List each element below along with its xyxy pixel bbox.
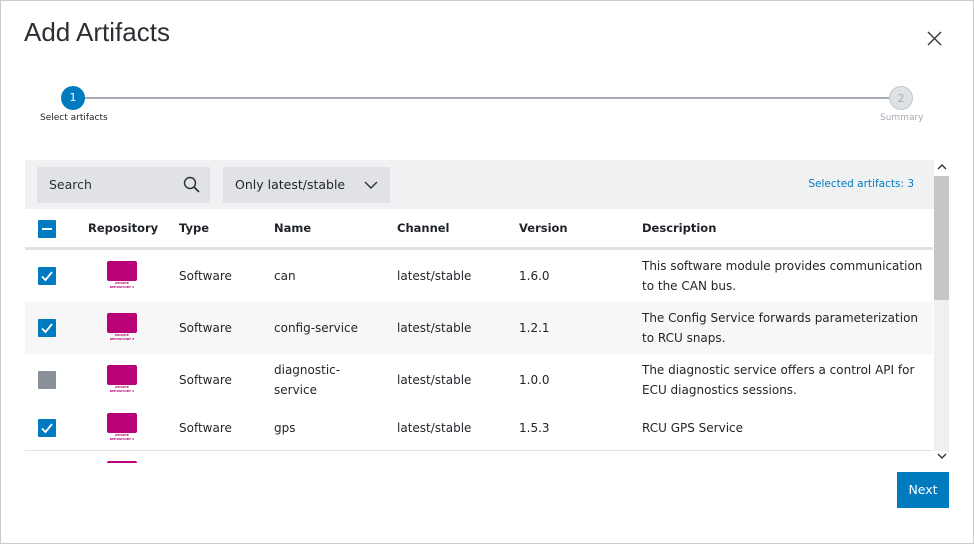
step-label: Select artifacts [40,113,108,123]
dropdown-arrow [364,181,378,189]
row-checkbox[interactable] [38,371,56,389]
cell-type: Software [179,302,269,354]
table-row[interactable]: PRIVATE REPOSITORY 2 Software config-servi… [25,302,933,355]
version-text: 1.6.0 [519,269,550,283]
cell-channel: latest/stable [397,302,507,354]
scrollbar[interactable] [934,160,949,463]
cell-description: This software module provides communicat… [642,250,927,302]
column-header[interactable]: Name [274,221,312,235]
search-icon [183,176,200,193]
description-text: The Config Service forwards parameteriza… [642,311,919,345]
version-text: 1.2.1 [519,321,550,335]
cell-version: 1.0.0 [519,354,629,406]
table-row[interactable]: PRIVATE REPOSITORY 2 Software can latest/st… [25,250,933,303]
column-header[interactable]: Type [179,221,210,235]
cell-version: 1.2.1 [519,302,629,354]
repository-label: PRIVATE REPOSITORY 2 [109,433,135,441]
channel-text: latest/stable [397,421,472,435]
cell-channel: latest/stable [397,406,507,450]
cell-version: 1.5.3 [519,406,629,450]
column-header[interactable]: Repository [88,221,159,235]
type-text: Software [179,373,232,387]
cell-channel: latest/stable [397,354,507,406]
type-text: Software [179,321,232,335]
cell-description: The diagnostic service offers a control … [642,354,927,406]
repository-icon [107,365,137,385]
header-divider [25,247,933,250]
cell-name: gps [274,406,374,450]
repository-icon [107,461,137,463]
cell-description: The Config Service forwards parameteriza… [642,302,927,354]
repository-label: PRIVATE REPOSITORY 2 [109,281,135,289]
toolbar: Search Only latest/stable Selected artif… [25,160,949,209]
row-checkbox[interactable] [38,267,56,285]
filter-dropdown[interactable]: Only latest/stable [223,167,390,203]
artifact-table: Search Only latest/stable Selected artif… [25,160,949,463]
repository-label: PRIVATE REPOSITORY 2 [109,385,135,393]
search-placeholder: Search [49,177,92,192]
name-text: gps [274,421,296,435]
description-text: This software module provides communicat… [642,259,923,293]
step-number: 2 [889,86,913,110]
cell-description: RCU GPS Service [642,406,927,450]
type-text: Software [179,269,232,283]
repository-icon [107,261,137,281]
version-text: 1.5.3 [519,421,550,435]
checkmark [41,423,53,434]
next-button[interactable]: Next [897,472,949,508]
version-text: 1.0.0 [519,373,550,387]
table-row[interactable]: PRIVATE REPOSITORY 2 Software diagnostic-s… [25,354,933,407]
close-button[interactable] [925,29,945,49]
cell-type: Software [179,354,269,406]
scroll-up[interactable] [937,163,947,171]
column-header[interactable]: Description [642,221,717,235]
channel-text: latest/stable [397,269,472,283]
channel-text: latest/stable [397,321,472,335]
checkmark [41,323,53,334]
description-text: The diagnostic service offers a control … [642,363,915,397]
name-text: can [274,269,296,283]
row-checkbox[interactable] [38,419,56,437]
cell-channel: latest/stable [397,250,507,302]
name-text: diagnostic-service [274,363,341,397]
selected-count: Selected artifacts: 3 [808,178,914,190]
cell-name: diagnostic-service [274,354,374,406]
column-header[interactable]: Channel [397,221,450,235]
row-checkbox[interactable] [38,319,56,337]
stepper-line [85,97,889,99]
repository-icon [107,313,137,333]
name-text: config-service [274,321,359,335]
cell-type: Software [179,250,269,302]
checkmark [41,271,53,282]
column-header[interactable]: Version [519,221,568,235]
cell-name: can [274,250,374,302]
select-all-checkbox[interactable] [38,220,56,238]
step-number: 1 [61,86,85,110]
filter-value: Only latest/stable [235,177,346,192]
partial-row [25,450,933,463]
dialog-title: Add Artifacts [24,17,170,47]
cell-name: config-service [274,302,374,354]
repository-icon [107,413,137,433]
channel-text: latest/stable [397,373,472,387]
description-text: RCU GPS Service [642,421,744,435]
scroll-thumb[interactable] [934,176,949,300]
scroll-down[interactable] [937,452,947,460]
step-label: Summary [880,113,924,123]
cell-type: Software [179,406,269,450]
repository-label: PRIVATE REPOSITORY 2 [109,333,135,341]
table-row[interactable]: PRIVATE REPOSITORY 2 Software gps latest/st… [25,406,933,451]
search-field[interactable]: Search [37,167,210,203]
cell-version: 1.6.0 [519,250,629,302]
type-text: Software [179,421,232,435]
